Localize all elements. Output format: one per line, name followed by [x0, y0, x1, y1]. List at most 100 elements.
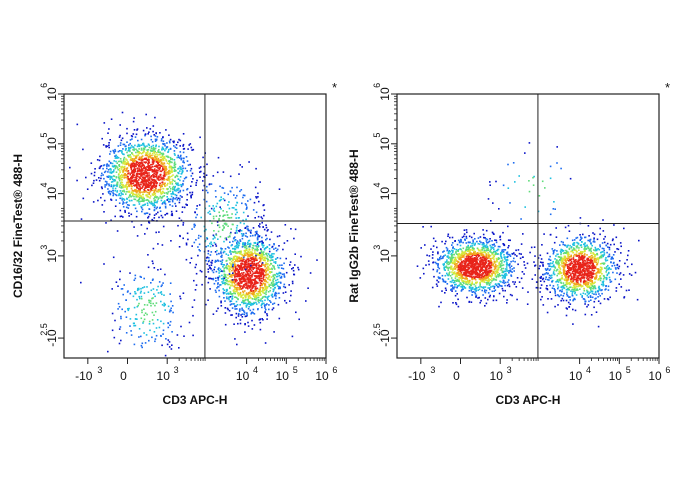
- event-dot: [217, 259, 219, 262]
- event-dot: [222, 270, 224, 273]
- event-dot: [178, 246, 181, 248]
- event-dot: [474, 291, 476, 294]
- event-dot: [269, 289, 271, 292]
- event-dot: [256, 263, 258, 265]
- event-dot: [261, 284, 263, 286]
- event-dot: [132, 175, 134, 178]
- event-dot: [501, 249, 504, 251]
- event-dot: [131, 152, 133, 154]
- event-dot: [235, 258, 237, 260]
- event-dot: [257, 268, 260, 270]
- event-dot: [132, 204, 135, 206]
- event-dot: [155, 161, 158, 163]
- event-dot: [500, 260, 503, 263]
- event-dot: [181, 206, 184, 208]
- event-dot: [155, 187, 157, 190]
- event-dot: [268, 250, 271, 253]
- event-dot: [198, 234, 200, 237]
- event-dot: [172, 185, 175, 188]
- event-dot: [134, 165, 136, 168]
- event-dot: [476, 240, 478, 243]
- event-dot: [161, 155, 164, 158]
- event-dot: [230, 279, 233, 281]
- event-dot: [218, 275, 221, 277]
- event-dot: [494, 272, 497, 275]
- event-dot: [222, 280, 225, 282]
- event-dot: [257, 192, 259, 195]
- event-dot: [162, 183, 164, 186]
- event-dot: [485, 238, 487, 240]
- event-dot: [252, 285, 254, 288]
- event-dot: [264, 283, 266, 286]
- event-dot: [490, 286, 492, 288]
- event-dot: [472, 288, 474, 290]
- event-dot: [259, 265, 262, 268]
- event-dot: [158, 197, 160, 199]
- event-dot: [491, 290, 494, 293]
- event-dot: [240, 260, 242, 262]
- event-dot: [135, 178, 138, 180]
- event-dot: [509, 267, 511, 269]
- event-dot: [268, 283, 270, 286]
- plot1-corner-mark: *: [332, 80, 337, 95]
- event-dot: [276, 285, 279, 287]
- event-dot: [163, 155, 165, 158]
- event-dot: [438, 258, 441, 261]
- event-dot: [437, 252, 439, 255]
- event-dot: [488, 255, 491, 257]
- event-dot: [123, 174, 126, 176]
- event-dot: [438, 277, 440, 280]
- event-dot: [130, 176, 132, 179]
- event-dot: [447, 261, 450, 263]
- event-dot: [247, 246, 250, 248]
- event-dot: [238, 284, 241, 287]
- event-dot: [490, 281, 492, 284]
- event-dot: [130, 192, 133, 194]
- event-dot: [493, 287, 495, 289]
- event-dot: [122, 193, 124, 196]
- event-dot: [227, 280, 230, 283]
- event-dot: [159, 153, 161, 156]
- event-dot: [141, 309, 143, 312]
- event-dot: [194, 289, 197, 291]
- event-dot: [463, 285, 466, 288]
- event-dot: [444, 254, 446, 256]
- event-dot: [215, 234, 218, 236]
- event-dot: [238, 283, 241, 285]
- event-dot: [276, 273, 279, 275]
- event-dot: [215, 310, 218, 312]
- event-dot: [484, 274, 486, 277]
- event-dot: [160, 285, 163, 288]
- event-dot: [486, 249, 488, 251]
- event-dot: [126, 151, 128, 154]
- event-dot: [243, 265, 245, 268]
- event-dot: [188, 321, 191, 324]
- event-dot: [93, 174, 96, 177]
- event-dot: [237, 264, 239, 267]
- event-dot: [136, 181, 138, 184]
- event-dot: [171, 178, 174, 181]
- event-dot: [122, 160, 125, 162]
- event-dot: [145, 171, 148, 173]
- event-dot: [109, 168, 111, 170]
- event-dot: [263, 228, 266, 231]
- event-dot: [190, 175, 193, 177]
- plot1-x-ticks: -10 3 0 10 3 10 4 10 5 10 6: [75, 358, 337, 383]
- event-dot: [171, 205, 174, 207]
- event-dot: [159, 186, 162, 188]
- event-dot: [195, 284, 198, 286]
- event-dot: [155, 174, 158, 176]
- event-dot: [138, 295, 140, 298]
- event-dot: [229, 241, 231, 243]
- event-dot: [430, 225, 432, 228]
- event-dot: [119, 326, 122, 328]
- event-dot: [182, 143, 185, 146]
- event-dot: [243, 271, 245, 274]
- event-dot: [269, 300, 271, 302]
- event-dot: [228, 267, 230, 270]
- event-dot: [262, 279, 265, 281]
- event-dot: [256, 287, 259, 290]
- event-dot: [289, 300, 291, 302]
- event-dot: [448, 263, 450, 265]
- event-dot: [459, 262, 462, 264]
